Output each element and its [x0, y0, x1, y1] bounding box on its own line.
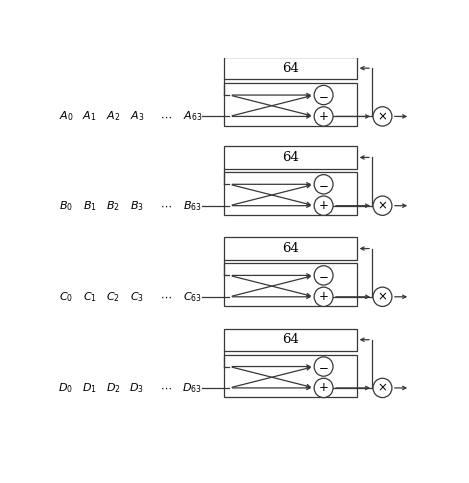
Text: $\cdots$: $\cdots$	[160, 383, 172, 393]
Circle shape	[314, 266, 333, 285]
Text: $-$: $-$	[318, 88, 329, 101]
Text: $+$: $+$	[318, 110, 329, 123]
Bar	[224, 355, 356, 398]
Text: $C_3$: $C_3$	[130, 290, 144, 304]
Bar	[224, 83, 356, 126]
Circle shape	[373, 378, 392, 398]
Circle shape	[314, 107, 333, 126]
Text: $+$: $+$	[318, 199, 329, 212]
Text: $A_{63}$: $A_{63}$	[183, 110, 202, 123]
Text: $B_2$: $B_2$	[106, 199, 120, 213]
Text: 64: 64	[282, 62, 299, 75]
Text: $D_0$: $D_0$	[59, 381, 73, 395]
Text: $C_0$: $C_0$	[59, 290, 73, 304]
Text: $\times$: $\times$	[378, 110, 387, 123]
Circle shape	[314, 196, 333, 215]
Text: $\cdots$: $\cdots$	[160, 292, 172, 302]
Circle shape	[314, 287, 333, 307]
Text: $B_1$: $B_1$	[83, 199, 97, 213]
Bar	[224, 263, 356, 306]
Circle shape	[314, 357, 333, 376]
Text: $+$: $+$	[318, 290, 329, 303]
Text: $+$: $+$	[318, 382, 329, 395]
Text: $-$: $-$	[318, 178, 329, 191]
Text: $B_{63}$: $B_{63}$	[183, 199, 202, 213]
Text: $\times$: $\times$	[378, 199, 387, 212]
Text: $A_0$: $A_0$	[59, 110, 73, 123]
Text: 64: 64	[282, 151, 299, 164]
Bar	[224, 57, 356, 79]
Text: $C_{63}$: $C_{63}$	[183, 290, 202, 304]
Text: $B_3$: $B_3$	[130, 199, 144, 213]
Text: $D_{63}$: $D_{63}$	[182, 381, 202, 395]
Text: 64: 64	[282, 242, 299, 255]
Circle shape	[314, 378, 333, 398]
Text: $\cdots$: $\cdots$	[160, 112, 172, 121]
Circle shape	[314, 85, 333, 105]
Text: $D_2$: $D_2$	[106, 381, 121, 395]
Text: $A_3$: $A_3$	[129, 110, 144, 123]
Bar	[224, 238, 356, 260]
Text: $D_3$: $D_3$	[129, 381, 144, 395]
Text: $-$: $-$	[318, 360, 329, 373]
Circle shape	[314, 175, 333, 194]
Bar	[224, 328, 356, 351]
Text: $C_1$: $C_1$	[83, 290, 97, 304]
Text: $C_2$: $C_2$	[106, 290, 120, 304]
Text: 64: 64	[282, 333, 299, 346]
Bar	[224, 172, 356, 215]
Circle shape	[373, 196, 392, 215]
Text: $B_0$: $B_0$	[59, 199, 73, 213]
Text: $-$: $-$	[318, 269, 329, 282]
Text: $A_1$: $A_1$	[82, 110, 97, 123]
Bar	[224, 146, 356, 169]
Text: $\times$: $\times$	[378, 290, 387, 303]
Text: $A_2$: $A_2$	[106, 110, 121, 123]
Text: $\cdots$: $\cdots$	[160, 200, 172, 211]
Text: $\times$: $\times$	[378, 382, 387, 395]
Text: $D_1$: $D_1$	[82, 381, 97, 395]
Circle shape	[373, 107, 392, 126]
Circle shape	[373, 287, 392, 307]
